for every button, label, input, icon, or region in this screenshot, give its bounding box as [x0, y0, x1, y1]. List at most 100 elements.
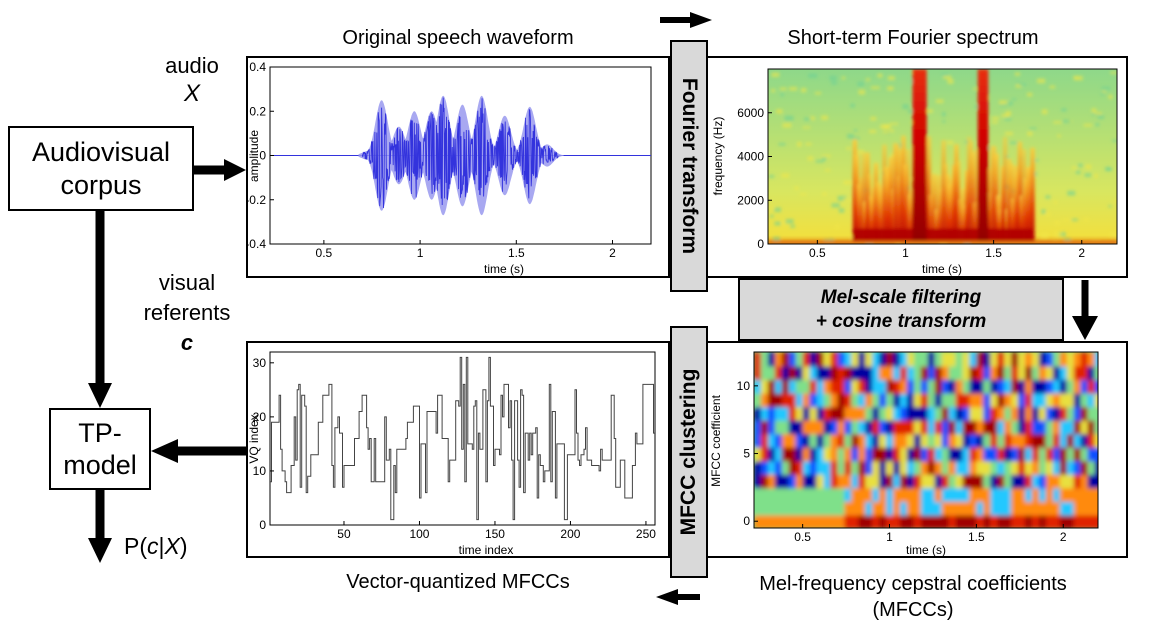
- mfcc-cell: [830, 406, 839, 421]
- mfcc-cell: [872, 392, 881, 408]
- mfcc-cell: [920, 487, 929, 502]
- mfcc-cell: [1025, 433, 1033, 448]
- mfcc-cell: [830, 379, 839, 394]
- mfcc-cell: [899, 419, 908, 435]
- mfcc-cell: [962, 379, 971, 394]
- spectrum-speckle: [1040, 233, 1049, 238]
- mfcc-cell: [969, 460, 978, 475]
- mfcc-cell: [1094, 379, 1098, 394]
- arrow-vq-to-tp-head: [151, 439, 178, 463]
- mfcc-cell: [1094, 487, 1098, 502]
- spectrum-speckle: [908, 109, 914, 114]
- mfcc-cell: [955, 473, 964, 489]
- spectrum-speckle: [1064, 238, 1071, 242]
- mfcc-cell: [1073, 473, 1082, 489]
- mfcc-cell: [788, 365, 797, 381]
- mfcc-cell: [892, 460, 901, 475]
- mfcc-cell: [760, 352, 769, 367]
- mfcc-cell: [760, 446, 769, 462]
- mfcc-ytick-0: 10: [737, 379, 751, 393]
- mfcc-cell: [948, 419, 957, 435]
- melscale-label-line2: + cosine transform: [815, 310, 987, 332]
- spectrum-baseline: [768, 240, 1117, 244]
- mfcc-cell: [774, 514, 783, 528]
- spectrum-speckle: [825, 168, 831, 172]
- audio-label: audio X: [150, 52, 234, 108]
- mfcc-cell: [788, 419, 797, 435]
- mfcc-cell: [754, 392, 762, 408]
- spectrum-speckle: [1019, 83, 1027, 86]
- spectrum-xtick-0: 0.5: [809, 246, 826, 260]
- spectrum-speckle: [831, 81, 838, 85]
- mfcc-cell: [809, 406, 818, 421]
- mfcc-cell: [1073, 365, 1082, 381]
- spectrum-speckle: [1054, 221, 1061, 225]
- mfcc-cell: [1052, 392, 1061, 408]
- mfcc-cell: [858, 433, 867, 448]
- spectrum-panel: 0.5 1 1.5 2 6000 4000 2000 0 time (s) frequency…: [698, 56, 1128, 278]
- mfcc-cell: [920, 446, 929, 462]
- mfcc-cell: [816, 487, 825, 502]
- mfcc-cell: [1066, 406, 1075, 421]
- mfcc-cell: [997, 392, 1006, 408]
- mfcc-cell: [906, 446, 915, 462]
- vq-xtick-1: 100: [409, 527, 429, 541]
- mfcc-cell: [1038, 365, 1047, 381]
- spectrum-speckle: [1012, 98, 1017, 101]
- mfcc-cell: [774, 379, 783, 394]
- melscale-filtering-box: Mel-scale filtering + cosine transform: [738, 278, 1064, 341]
- mfcc-cell: [1066, 433, 1075, 448]
- mfcc-cell: [983, 473, 992, 489]
- spectrum-speckle: [889, 122, 899, 125]
- mfcc-cell: [941, 392, 950, 408]
- mfcc-cell: [830, 500, 839, 516]
- waveform-signal: [361, 97, 559, 209]
- mfcc-cell: [969, 392, 978, 408]
- mfcc-cell: [886, 419, 894, 435]
- mfcc-cell: [1080, 473, 1089, 489]
- arrow-clustering-direction-head: [656, 589, 678, 605]
- spectrum-speckle: [803, 117, 812, 121]
- spectrum-speckle: [1027, 131, 1033, 136]
- mfcc-cell: [1011, 514, 1020, 528]
- mfcc-cell: [851, 365, 860, 381]
- mfcc-cell: [851, 406, 860, 421]
- mfcc-cell: [1080, 379, 1089, 394]
- mfcc-cell: [865, 433, 874, 448]
- mfcc-cell: [788, 352, 797, 367]
- mfcc-cell: [760, 419, 769, 435]
- mfcc-cell: [899, 365, 908, 381]
- mfcc-cell: [1066, 460, 1075, 475]
- mfcc-cell: [1018, 473, 1027, 489]
- mfcc-cell: [851, 460, 860, 475]
- mfcc-cell: [823, 473, 832, 489]
- mfcc-cell: [1045, 379, 1054, 394]
- mfcc-cell: [941, 379, 950, 394]
- mfcc-cell: [1018, 500, 1027, 516]
- mfcc-cell: [976, 365, 985, 381]
- spectrum-speckle: [869, 129, 877, 134]
- mfcc-cell: [823, 365, 832, 381]
- mfcc-cell: [781, 406, 790, 421]
- spectrum-xtick-3: 2: [1078, 246, 1085, 260]
- spectrum-speckle: [771, 72, 780, 78]
- mfcc-cell: [879, 433, 888, 448]
- spectrum-speckle: [790, 224, 796, 228]
- mfcc-cell: [955, 446, 964, 462]
- mfcc-cell: [844, 365, 853, 381]
- mfcc-cell: [892, 365, 901, 381]
- spectrum-ytick-0: 6000: [737, 106, 764, 120]
- spectrum-speckle: [1067, 190, 1076, 196]
- mfcc-cell: [844, 352, 853, 367]
- spectrum-speckle: [772, 236, 780, 242]
- spectrum-speckle: [1009, 141, 1019, 145]
- mfcc-cell: [872, 460, 881, 475]
- mfcc-cell: [774, 460, 783, 475]
- mfcc-cell: [858, 500, 867, 516]
- mfcc-cell: [795, 473, 804, 489]
- mfcc-cell: [920, 473, 929, 489]
- mfcc-cell: [823, 352, 832, 367]
- mfcc-cell: [1038, 406, 1047, 421]
- mfcc-cell: [788, 500, 797, 516]
- mfcc-cell: [767, 379, 776, 394]
